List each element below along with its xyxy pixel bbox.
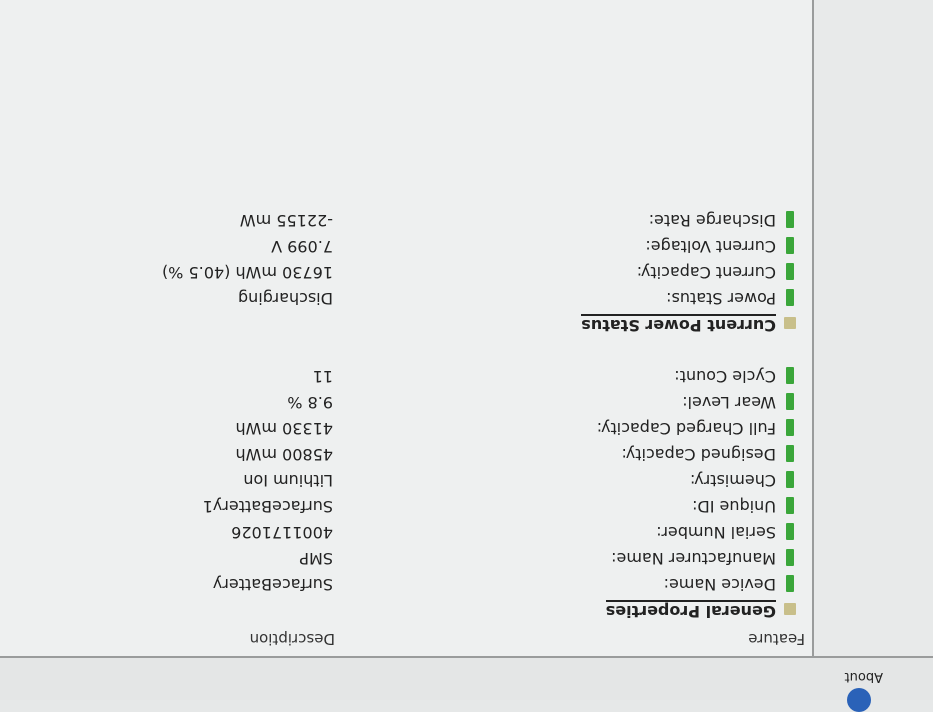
column-header-feature[interactable]: Feature (748, 630, 805, 648)
battery-icon (786, 575, 794, 592)
feature-value: SurfaceBattery (212, 575, 333, 594)
feature-label: Serial Number: (656, 523, 776, 542)
feature-value: SurfaceBattery1 (202, 497, 333, 516)
feature-label: Cycle Count: (674, 367, 776, 386)
battery-icon (786, 523, 794, 540)
table-row[interactable]: Designed Capacity: 45800 mWh (0, 440, 812, 466)
battery-icon (786, 549, 794, 566)
feature-value: 4001171026 (231, 523, 333, 542)
table-row[interactable]: Unique ID: SurfaceBattery1 (0, 492, 812, 518)
battery-icon (786, 367, 794, 384)
battery-icon (786, 445, 794, 462)
table-row[interactable]: Wear Level: 9.8 % (0, 388, 812, 414)
feature-value: -22155 mW (239, 211, 333, 230)
folder-icon (784, 603, 796, 615)
feature-label: Current Capacity: (636, 263, 776, 282)
feature-label: Discharge Rate: (648, 211, 776, 230)
feature-label: Device Name: (663, 575, 776, 594)
battery-icon (786, 289, 794, 306)
properties-list: Feature Description General Properties De… (0, 206, 812, 648)
feature-value: SMP (299, 549, 333, 568)
feature-value: 7.099 V (271, 237, 333, 256)
about-button[interactable]: About (844, 669, 883, 684)
battery-icon (786, 497, 794, 514)
feature-label: Current Voltage: (645, 237, 776, 256)
feature-value: 41330 mWh (235, 419, 333, 438)
feature-value: 9.8 % (287, 393, 333, 412)
group-title: Current Power Status (581, 314, 776, 335)
table-row[interactable]: Cycle Count: 11 (0, 362, 812, 388)
sidebar (812, 0, 933, 656)
table-row[interactable]: Serial Number: 4001171026 (0, 518, 812, 544)
battery-icon (786, 419, 794, 436)
table-row[interactable]: Power Status: Discharging (0, 284, 812, 310)
table-row[interactable]: Chemistry: Lithium Ion (0, 466, 812, 492)
table-row[interactable]: Full Charged Capacity: 41330 mWh (0, 414, 812, 440)
battery-icon (786, 211, 794, 228)
battery-icon (786, 471, 794, 488)
feature-value: 45800 mWh (235, 445, 333, 464)
info-icon[interactable] (847, 688, 871, 712)
folder-icon (784, 317, 796, 329)
feature-value: Discharging (237, 289, 333, 308)
feature-label: Manufacturer Name: (611, 549, 776, 568)
table-row[interactable]: Manufacturer Name: SMP (0, 544, 812, 570)
feature-value: Lithium Ion (243, 471, 333, 490)
battery-icon (786, 237, 794, 254)
table-row[interactable]: Current Voltage: 7.099 V (0, 232, 812, 258)
feature-label: Chemistry: (689, 471, 776, 490)
group-header[interactable]: General Properties (0, 596, 812, 622)
column-header-description[interactable]: Description (249, 630, 335, 648)
battery-icon (786, 393, 794, 410)
feature-label: Unique ID: (692, 497, 776, 516)
feature-value: 16730 mWh (40.5 %) (161, 263, 333, 282)
toolbar: About (0, 656, 933, 712)
group-header[interactable]: Current Power Status (0, 310, 812, 336)
feature-label: Designed Capacity: (621, 445, 776, 464)
table-row[interactable]: Current Capacity: 16730 mWh (40.5 %) (0, 258, 812, 284)
feature-label: Power Status: (666, 289, 776, 308)
table-row[interactable]: Discharge Rate: -22155 mW (0, 206, 812, 232)
feature-value: 11 (312, 367, 333, 386)
battery-icon (786, 263, 794, 280)
group-title: General Properties (605, 600, 776, 621)
feature-label: Wear Level: (682, 393, 776, 412)
table-row[interactable]: Device Name: SurfaceBattery (0, 570, 812, 596)
feature-label: Full Charged Capacity: (596, 419, 776, 438)
